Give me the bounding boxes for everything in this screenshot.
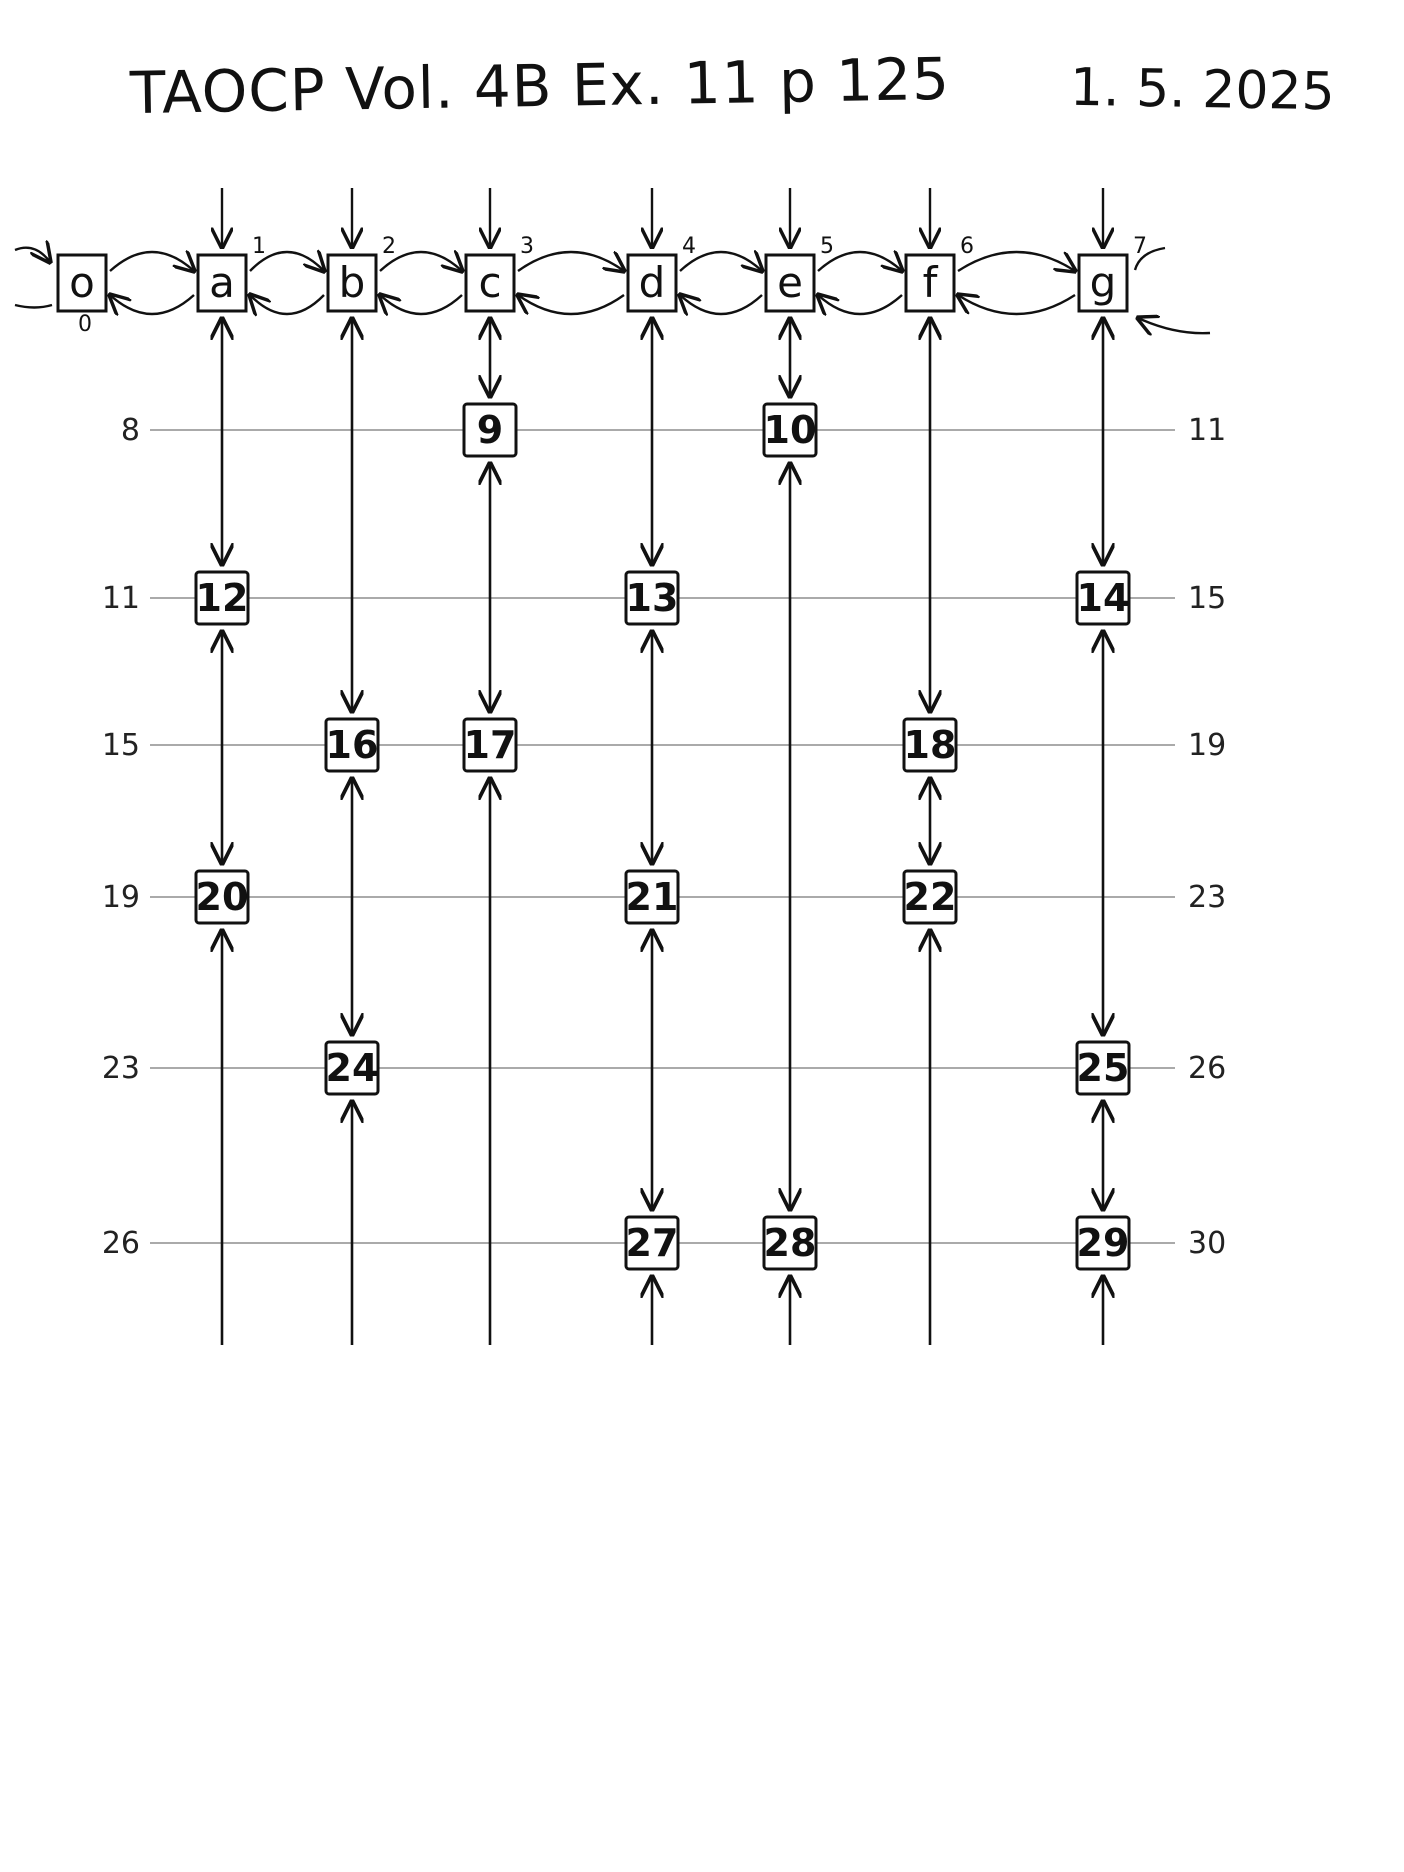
header-node-index: 4 [682, 234, 696, 259]
option-node-17: 17 [462, 717, 518, 773]
spacer-left-label: 23 [102, 1051, 140, 1086]
llink-arrow [110, 295, 195, 314]
spacer-left-label: 8 [121, 413, 140, 448]
llink-arrow [958, 295, 1076, 316]
option-node-label: 16 [326, 723, 379, 767]
option-node-label: 14 [1077, 576, 1130, 620]
llink-arrow [518, 295, 625, 316]
llink-arrow [380, 295, 463, 314]
wrap-in-arrow [1138, 318, 1211, 333]
option-node-16: 16 [324, 717, 380, 773]
option-node-10: 10 [762, 402, 818, 458]
header-node-index: 6 [960, 234, 974, 259]
wrap-out-stub [1133, 246, 1166, 271]
header-node-f: f6 [904, 234, 974, 313]
spacer-right-label: 26 [1188, 1051, 1226, 1086]
option-node-label: 17 [464, 723, 517, 767]
spacer-right-label: 30 [1188, 1226, 1226, 1261]
option-node-label: 12 [196, 576, 249, 620]
header-node-b: b2 [326, 234, 396, 313]
header-node-label: g [1090, 258, 1117, 307]
option-node-27: 27 [624, 1215, 680, 1271]
option-node-label: 21 [626, 875, 679, 919]
header-node-index: 1 [252, 234, 266, 259]
header-node-label: a [209, 258, 235, 307]
option-node-label: 9 [477, 408, 503, 452]
option-node-21: 21 [624, 869, 680, 925]
rlink-arrow [817, 252, 902, 271]
option-node-label: 29 [1077, 1221, 1130, 1265]
option-node-25: 25 [1075, 1040, 1131, 1096]
spacer-left-label: 11 [102, 581, 140, 616]
rlink-arrow [679, 252, 762, 271]
option-node-22: 22 [902, 869, 958, 925]
header-node-o: o0 [56, 253, 108, 337]
option-node-20: 20 [194, 869, 250, 925]
option-node-24: 24 [324, 1040, 380, 1096]
spacer-right-label: 19 [1188, 728, 1226, 763]
rlink-arrow [957, 250, 1075, 271]
header-node-c: c3 [464, 234, 534, 313]
option-node-label: 20 [196, 875, 249, 919]
spacer-left-label: 15 [102, 728, 140, 763]
option-node-14: 14 [1075, 570, 1131, 626]
rlink-arrow [109, 252, 194, 271]
header-node-index: 0 [78, 312, 92, 337]
header-node-label: f [923, 258, 939, 307]
header-node-index: 2 [382, 234, 396, 259]
option-node-18: 18 [902, 717, 958, 773]
option-node-29: 29 [1075, 1215, 1131, 1271]
header-node-d: d4 [626, 234, 696, 313]
option-node-label: 27 [626, 1221, 679, 1265]
llink-arrow [250, 295, 325, 314]
option-node-label: 10 [764, 408, 817, 452]
header-node-index: 3 [520, 234, 534, 259]
header-node-label: e [777, 258, 803, 307]
header-node-e: e5 [764, 234, 834, 313]
spacer-left-label: 19 [102, 880, 140, 915]
rlink-arrow [517, 250, 624, 271]
option-node-label: 18 [904, 723, 957, 767]
option-node-label: 25 [1077, 1046, 1130, 1090]
rlink-arrow [249, 252, 324, 271]
header-node-g: g7 [1077, 234, 1147, 313]
header-node-label: c [478, 258, 501, 307]
rlink-arrow [379, 252, 462, 271]
header-node-label: d [639, 258, 666, 307]
option-node-label: 22 [904, 875, 957, 919]
spacer-right-label: 23 [1188, 880, 1226, 915]
spacer-left-label: 26 [102, 1226, 140, 1261]
option-node-9: 9 [462, 402, 518, 458]
option-node-12: 12 [194, 570, 250, 626]
header-node-index: 5 [820, 234, 834, 259]
option-node-13: 13 [624, 570, 680, 626]
header-node-label: o [69, 258, 95, 307]
llink-arrow [818, 295, 903, 314]
option-node-label: 24 [326, 1046, 379, 1090]
header-node-a: a1 [196, 234, 266, 313]
option-node-label: 28 [764, 1221, 817, 1265]
option-node-label: 13 [626, 576, 679, 620]
header-node-index: 7 [1133, 234, 1147, 259]
wrap-in-arrow [14, 248, 50, 262]
wrap-out-stub [14, 303, 53, 309]
option-node-28: 28 [762, 1215, 818, 1271]
llink-arrow [680, 295, 763, 314]
spacer-right-label: 15 [1188, 581, 1226, 616]
header-node-label: b [339, 258, 366, 307]
spacer-right-label: 11 [1188, 413, 1226, 448]
